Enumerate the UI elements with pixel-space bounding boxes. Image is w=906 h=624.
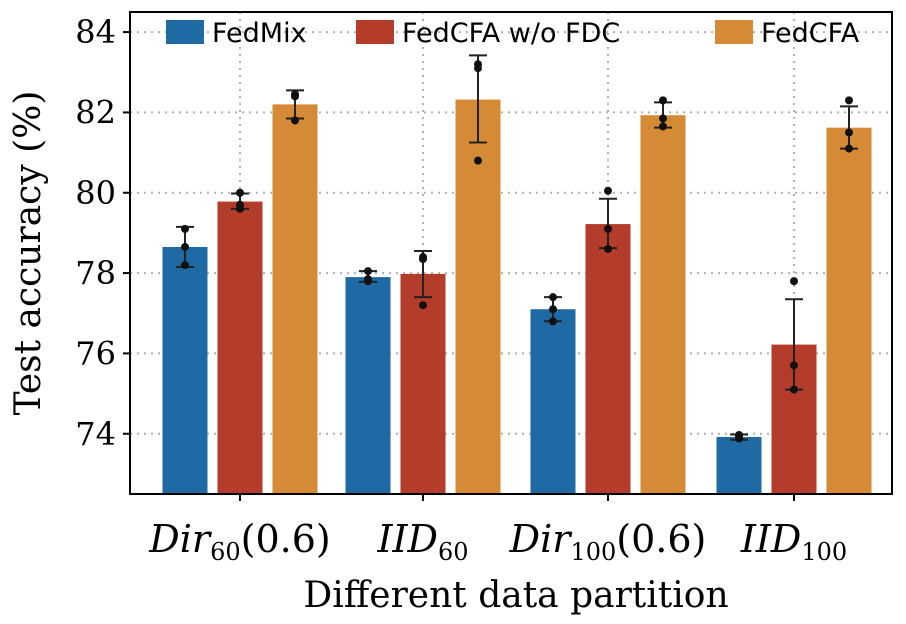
- data-point: [659, 114, 667, 123]
- bar: [400, 273, 446, 494]
- data-point: [845, 128, 853, 137]
- data-point: [474, 156, 482, 165]
- legend-swatch: [166, 20, 204, 44]
- legend-label: FedCFA: [761, 18, 860, 49]
- bar: [345, 277, 391, 494]
- data-point: [845, 144, 853, 153]
- bar: [217, 201, 263, 494]
- data-point: [604, 186, 612, 195]
- data-points-layer: [181, 60, 853, 443]
- bar: [716, 436, 762, 494]
- data-point: [236, 200, 244, 209]
- data-point: [181, 224, 189, 233]
- data-point: [291, 90, 299, 99]
- data-point: [364, 275, 372, 284]
- bars-layer: [162, 99, 872, 495]
- data-point: [659, 122, 667, 131]
- legend-label: FedMix: [212, 18, 307, 49]
- bar: [272, 104, 318, 494]
- data-point: [474, 60, 482, 69]
- data-point: [291, 116, 299, 125]
- x-tick-label: IID60: [376, 517, 468, 566]
- data-point: [181, 242, 189, 251]
- x-axis-label: Different data partition: [303, 575, 728, 616]
- x-ticks: Dir60(0.6) IID60 Dir100(0.6) IID100: [148, 494, 847, 566]
- data-point: [790, 277, 798, 286]
- bar: [585, 224, 631, 494]
- y-tick-label: 80: [75, 174, 116, 212]
- y-ticks: 74 76 78 80 82 84: [75, 13, 130, 453]
- data-point: [549, 293, 557, 302]
- data-point: [604, 224, 612, 233]
- data-point: [419, 301, 427, 310]
- data-point: [790, 361, 798, 370]
- y-tick-label: 74: [75, 415, 116, 453]
- data-point: [236, 188, 244, 197]
- y-tick-label: 76: [75, 334, 116, 372]
- data-point: [181, 261, 189, 270]
- plot-frame: [129, 11, 893, 495]
- x-tick-label: Dir60(0.6): [148, 517, 330, 566]
- data-point: [604, 244, 612, 253]
- legend: FedMix FedCFA w/o FDC FedCFA: [166, 18, 860, 49]
- legend-label: FedCFA w/o FDC: [402, 18, 620, 49]
- data-point: [845, 96, 853, 105]
- bar: [455, 99, 501, 495]
- data-point: [790, 385, 798, 394]
- y-tick-label: 82: [75, 93, 116, 131]
- legend-swatch: [356, 20, 394, 44]
- bar: [530, 309, 576, 494]
- y-axis-label: Test accuracy (%): [8, 91, 49, 416]
- x-tick-label: Dir100(0.6): [509, 517, 707, 566]
- y-tick-label: 78: [75, 254, 116, 292]
- data-point: [659, 96, 667, 105]
- data-point: [364, 267, 372, 276]
- y-tick-label: 84: [75, 13, 116, 51]
- bar: [162, 246, 208, 494]
- data-point: [419, 255, 427, 264]
- legend-swatch: [715, 20, 753, 44]
- data-point: [549, 305, 557, 314]
- data-point: [735, 430, 743, 439]
- bar: [826, 127, 872, 495]
- x-tick-label: IID100: [740, 517, 847, 566]
- bar: [640, 115, 686, 494]
- data-point: [549, 317, 557, 326]
